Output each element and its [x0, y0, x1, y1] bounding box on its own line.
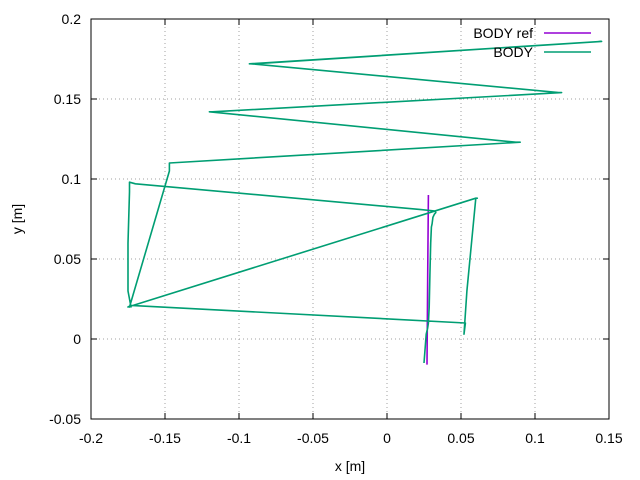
axis-tick-labels: -0.2 -0.15 -0.1 -0.05 0 0.05 0.1 0.15 -0.05 0 0.05…: [49, 11, 623, 446]
y-tick-label: 0.2: [62, 11, 82, 27]
x-tick-label: -0.15: [149, 430, 181, 446]
y-tick-label: 0.05: [54, 251, 81, 267]
series-lines: [127, 40, 603, 365]
grid-lines: [91, 19, 609, 419]
legend: BODY ref BODY: [473, 25, 591, 60]
legend-label-0: BODY ref: [473, 25, 533, 41]
x-tick-label: 0.15: [595, 430, 622, 446]
x-tick-label: -0.2: [79, 430, 103, 446]
axis-ticks: [90, 18, 610, 420]
y-tick-label: 0: [73, 331, 81, 347]
y-axis-label: y [m]: [9, 204, 25, 234]
x-tick-label: 0.1: [525, 430, 545, 446]
x-tick-label: 0: [383, 430, 391, 446]
legend-label-1: BODY: [493, 44, 533, 60]
x-tick-label: -0.1: [227, 430, 251, 446]
y-tick-label: 0.1: [62, 171, 82, 187]
y-tick-label: -0.05: [49, 411, 81, 427]
plot-frame: [90, 18, 610, 420]
series-line-0: [426, 194, 430, 365]
x-axis-label: x [m]: [335, 458, 365, 474]
x-tick-label: 0.05: [447, 430, 474, 446]
y-tick-label: 0.15: [54, 91, 81, 107]
x-tick-label: -0.05: [297, 430, 329, 446]
series-line-1: [127, 40, 603, 364]
